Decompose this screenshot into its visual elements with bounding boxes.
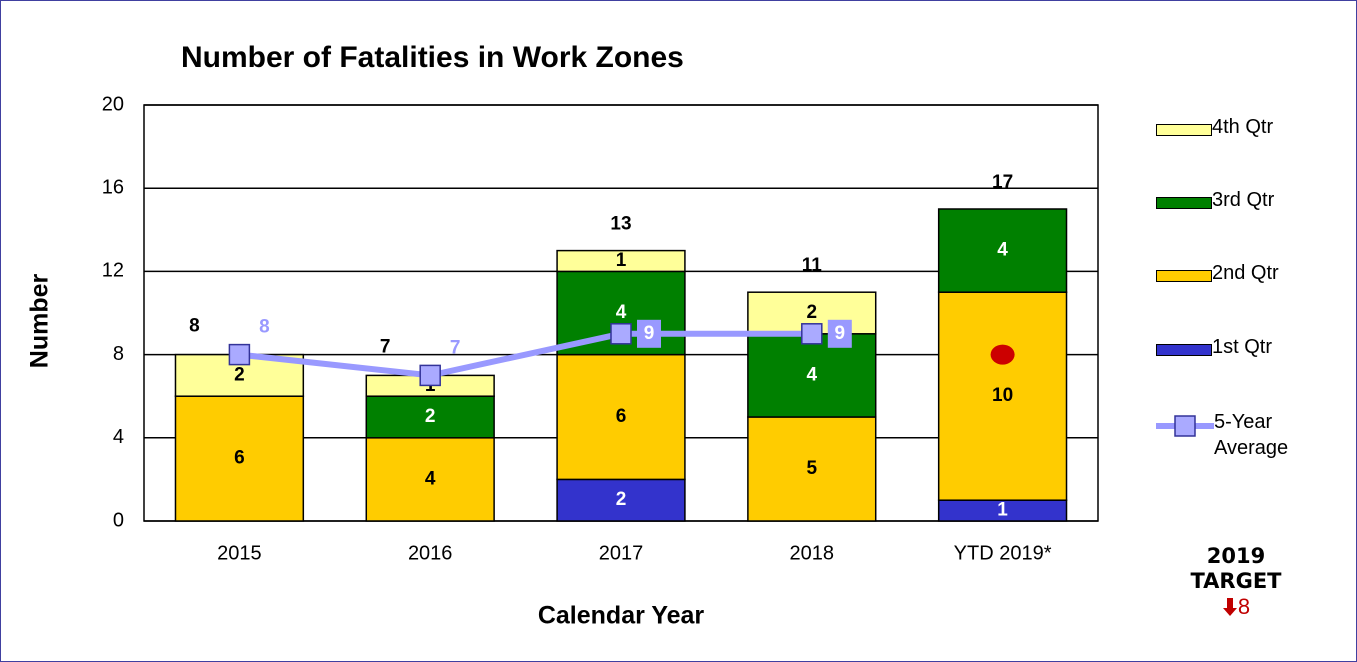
total-label: 11	[802, 255, 823, 276]
target-marker	[990, 344, 1015, 365]
data-label: 10	[992, 385, 1013, 406]
data-label: 2	[234, 364, 245, 385]
legend-item: 1st Qtr	[1156, 336, 1312, 360]
target-value: 8	[1237, 594, 1251, 619]
data-label: 2	[425, 406, 436, 427]
data-label: 1	[616, 250, 627, 271]
bar-segment	[747, 416, 877, 522]
average-label-box	[637, 319, 661, 348]
legend-item: 3rd Qtr	[1156, 189, 1312, 213]
target-arrow	[1222, 598, 1237, 616]
data-label: 1	[997, 500, 1008, 521]
average-marker	[801, 323, 823, 345]
average-marker	[228, 343, 251, 366]
data-label: 2	[807, 302, 818, 323]
data-label: 6	[616, 406, 627, 427]
legend-label: 4th Qtr	[1212, 116, 1274, 138]
legend-item: 5-Year Average	[1156, 411, 1314, 461]
bar-segment	[556, 353, 686, 481]
total-label: 7	[380, 336, 391, 357]
average-marker	[610, 323, 632, 345]
legend-swatch	[1156, 344, 1212, 356]
y-tick-label: 8	[113, 343, 124, 365]
bar-segment	[747, 333, 877, 418]
bar-segment	[365, 395, 495, 439]
legend-label: 1st Qtr	[1212, 336, 1273, 358]
y-tick-label: 20	[102, 93, 124, 115]
data-label: 4	[616, 302, 627, 323]
y-tick-label: 12	[102, 260, 124, 282]
target: 2019 TARGET 8	[1186, 544, 1286, 620]
total-label: 13	[610, 214, 631, 235]
average-label: 7	[450, 337, 461, 358]
legend-label: 5-Year Average	[1214, 411, 1289, 459]
data-label: 2	[616, 489, 627, 510]
chart-title: Number of Fatalities in Work Zones	[181, 41, 684, 74]
x-tick-label: YTD 2019*	[954, 542, 1052, 564]
legend-swatch	[1156, 415, 1214, 437]
y-tick-label: 4	[113, 426, 124, 448]
average-label: 9	[644, 323, 655, 344]
data-label: 4	[425, 468, 436, 489]
y-tick-label: 0	[113, 509, 124, 531]
legend-item: 2nd Qtr	[1156, 262, 1312, 286]
average-label: 9	[835, 323, 846, 344]
data-label: 6	[234, 448, 245, 469]
x-axis-label: Calendar Year	[538, 602, 705, 630]
data-label: 4	[807, 364, 818, 385]
x-tick-label: 2018	[790, 542, 835, 564]
legend-swatch	[1156, 124, 1212, 136]
y-axis-label: Number	[26, 274, 54, 369]
data-label: 4	[997, 240, 1008, 261]
x-tick-label: 2015	[217, 542, 262, 564]
total-label: 8	[189, 316, 200, 337]
bar-segment	[556, 249, 686, 273]
data-label: 5	[807, 458, 818, 479]
bar-segment	[556, 478, 686, 522]
bar-segment	[937, 291, 1068, 501]
target-label: 2019 TARGET	[1190, 544, 1282, 593]
legend-swatch	[1156, 270, 1212, 282]
x-tick-label: 2016	[408, 542, 453, 564]
total-label: 17	[992, 172, 1013, 193]
legend-label: 2nd Qtr	[1212, 262, 1279, 284]
x-tick-label: 2017	[599, 542, 644, 564]
y-tick-label: 16	[102, 176, 124, 198]
average-marker	[419, 364, 441, 387]
bar-segment	[937, 208, 1068, 293]
legend-item: 4th Qtr	[1156, 116, 1312, 140]
legend-label: 3rd Qtr	[1212, 189, 1275, 211]
bar-segment	[365, 437, 495, 522]
average-label: 8	[259, 317, 270, 338]
average-line	[239, 330, 812, 379]
average-label-box	[827, 319, 852, 348]
legend-swatch	[1156, 197, 1212, 209]
